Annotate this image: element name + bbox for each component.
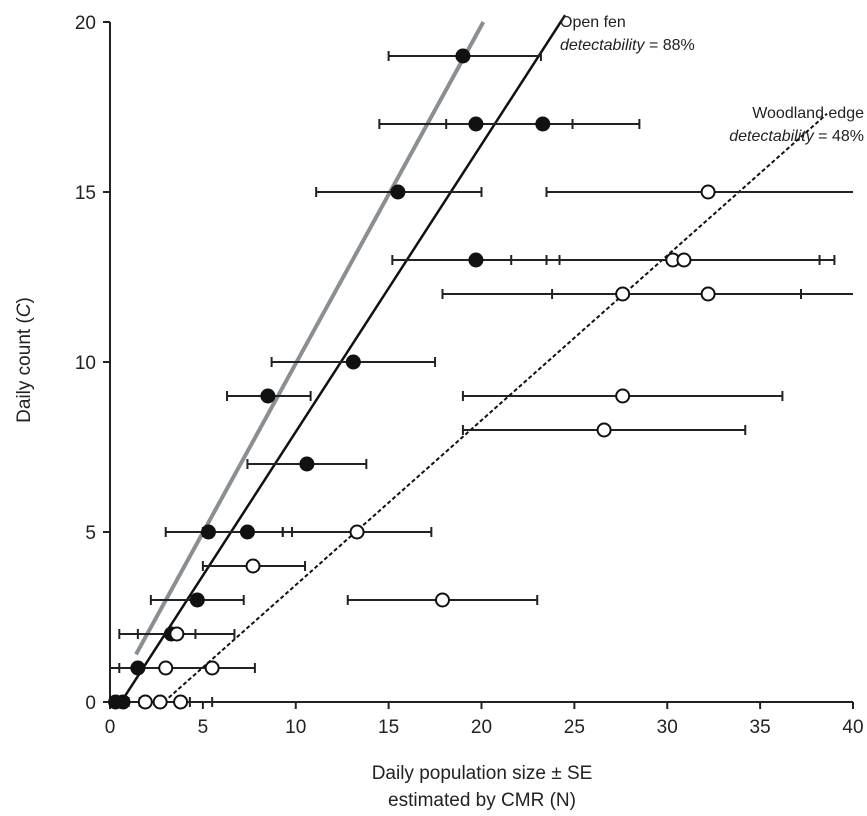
annotation-woodland-edge-detectability: detectability = 48% bbox=[729, 128, 864, 145]
fit-lines bbox=[120, 14, 828, 703]
x-axis-title-line1: Daily population size ± SE bbox=[372, 763, 593, 784]
point-woodland-edge bbox=[349, 524, 365, 540]
point-woodland-edge bbox=[434, 592, 450, 608]
point-open-fen bbox=[299, 456, 315, 472]
point-open-fen bbox=[455, 48, 471, 64]
point-woodland-edge bbox=[152, 694, 168, 710]
x-tick-labels: 0 5 10 15 20 25 30 35 40 bbox=[105, 717, 864, 738]
point-open-fen bbox=[189, 592, 205, 608]
x-tick-label: 30 bbox=[657, 717, 678, 738]
data-points bbox=[108, 48, 716, 710]
x-tick-label: 15 bbox=[378, 717, 399, 738]
point-woodland-edge bbox=[169, 626, 185, 642]
point-open-fen bbox=[468, 116, 484, 132]
point-open-fen bbox=[260, 388, 276, 404]
point-woodland-edge bbox=[676, 252, 692, 268]
point-woodland-edge bbox=[158, 660, 174, 676]
point-woodland-edge bbox=[615, 388, 631, 404]
point-woodland-edge bbox=[700, 286, 716, 302]
x-tick-label: 5 bbox=[198, 717, 209, 738]
point-woodland-edge bbox=[596, 422, 612, 438]
point-woodland-edge bbox=[615, 286, 631, 302]
point-woodland-edge bbox=[700, 184, 716, 200]
point-open-fen bbox=[239, 524, 255, 540]
y-tick-labels: 0 5 10 15 20 bbox=[75, 13, 96, 714]
annotation-open-fen-title: Open fen bbox=[560, 14, 626, 31]
y-tick-label: 10 bbox=[75, 353, 96, 374]
axes bbox=[103, 21, 854, 709]
x-tick-label: 40 bbox=[842, 717, 863, 738]
x-axis-title-line2: estimated by CMR (N) bbox=[388, 790, 576, 811]
x-tick-label: 20 bbox=[471, 717, 492, 738]
fit-line-solid-black bbox=[120, 14, 567, 703]
fit-line-dashed-black bbox=[163, 113, 828, 703]
x-tick-label: 35 bbox=[750, 717, 771, 738]
x-tick-label: 0 bbox=[105, 717, 116, 738]
y-tick-label: 15 bbox=[75, 183, 96, 204]
x-tick-label: 10 bbox=[285, 717, 306, 738]
point-open-fen bbox=[115, 694, 131, 710]
y-tick-label: 0 bbox=[85, 693, 96, 714]
y-tick-label: 5 bbox=[85, 523, 96, 544]
annotation-open-fen-detectability: detectability = 88% bbox=[560, 37, 695, 54]
point-woodland-edge bbox=[173, 694, 189, 710]
error-bars bbox=[110, 51, 853, 707]
y-tick-label: 20 bbox=[75, 13, 96, 34]
point-open-fen bbox=[468, 252, 484, 268]
point-open-fen bbox=[130, 660, 146, 676]
x-tick-label: 25 bbox=[564, 717, 585, 738]
y-axis-title: Daily count (C) bbox=[14, 297, 35, 423]
point-woodland-edge bbox=[245, 558, 261, 574]
annotation-woodland-edge-title: Woodland edge bbox=[752, 105, 864, 122]
point-open-fen bbox=[345, 354, 361, 370]
point-open-fen bbox=[200, 524, 216, 540]
point-woodland-edge bbox=[204, 660, 220, 676]
point-open-fen bbox=[390, 184, 406, 200]
fit-line-solid-gray bbox=[134, 21, 486, 656]
point-woodland-edge bbox=[137, 694, 153, 710]
point-open-fen bbox=[535, 116, 551, 132]
